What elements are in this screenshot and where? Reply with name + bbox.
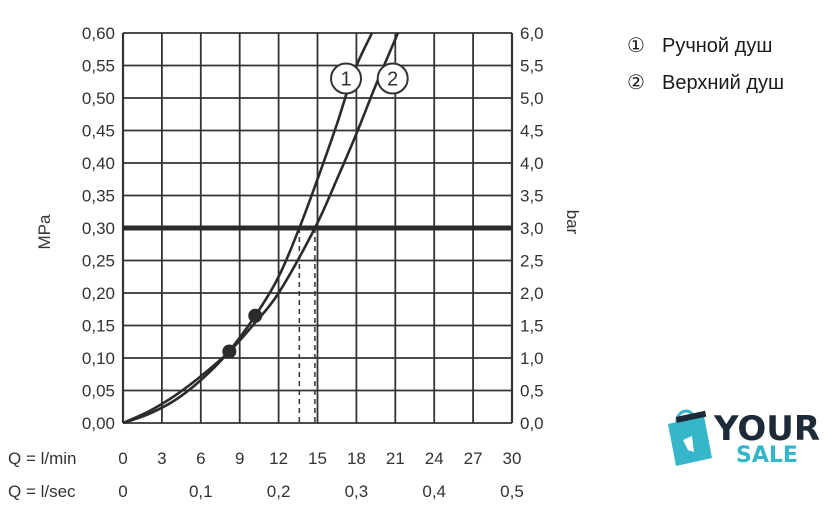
y-tick-label-left: 0,05: [82, 382, 115, 401]
y-tick-label-left: 0,25: [82, 252, 115, 271]
x-axis-label-lmin: Q = l/min: [8, 449, 77, 468]
legend-item-2-symbol: ②: [627, 72, 645, 94]
y-axis-label-left: MPa: [35, 214, 54, 250]
y-tick-label-left: 0,20: [82, 284, 115, 303]
y-tick-label-right: 6,0: [520, 24, 544, 43]
x-tick-label-lsec: 0,4: [422, 482, 446, 501]
data-point-series-2: [222, 344, 237, 359]
x-tick-label-lmin: 21: [386, 449, 405, 468]
curve-marker-circle-2: [376, 62, 409, 95]
y-tick-label-right: 3,5: [520, 187, 544, 206]
watermark-word-sale: SALE: [736, 443, 798, 468]
x-tick-label-lmin: 3: [157, 449, 166, 468]
y-tick-label-left: 0,15: [82, 317, 115, 336]
x-tick-label-lmin: 15: [308, 449, 327, 468]
shopping-bag-icon: [668, 409, 712, 466]
series-line-1: [122, 32, 374, 425]
x-axis-label-lsec: Q = l/sec: [8, 482, 76, 501]
y-tick-label-left: 0,40: [82, 154, 115, 173]
y-tick-label-left: 0,35: [82, 187, 115, 206]
x-tick-label-lmin: 18: [347, 449, 366, 468]
x-tick-label-lmin: 30: [503, 449, 522, 468]
x-tick-label-lsec: 0,2: [267, 482, 291, 501]
y-tick-label-left: 0,30: [82, 219, 115, 238]
x-tick-label-lmin: 9: [235, 449, 244, 468]
x-tick-label-lmin: 27: [464, 449, 483, 468]
x-tick-label-lmin: 12: [269, 449, 288, 468]
x-tick-label-lmin: 24: [425, 449, 444, 468]
grid: [121, 32, 514, 424]
y-tick-label-right: 0,0: [520, 414, 544, 433]
tick-labels: 0,00 0,00,05 0,50,10 1,00,15 1,50,20 2,00,25 2…: [82, 24, 544, 501]
legend: ① Ручной душ ② Верхний душ: [627, 35, 784, 94]
y-tick-label-left: 0,50: [82, 89, 115, 108]
series-line-2: [122, 32, 400, 425]
y-tick-label-right: 4,5: [520, 122, 544, 141]
y-tick-label-right: 2,5: [520, 252, 544, 271]
y-tick-label-left: 0,10: [82, 349, 115, 368]
curve-marker-circle-1: [330, 62, 363, 95]
x-tick-label-lsec: 0,1: [189, 482, 213, 501]
y-tick-label-right: 1,5: [520, 317, 544, 336]
data-point-series-1: [248, 308, 263, 323]
y-tick-label-right: 5,0: [520, 89, 544, 108]
y-tick-label-left: 0,00: [82, 414, 115, 433]
y-tick-label-left: 0,45: [82, 122, 115, 141]
legend-item-2-text: Верхний душ: [662, 72, 784, 94]
y-tick-label-right: 1,0: [520, 349, 544, 368]
curve-marker-label-1: 1: [340, 69, 351, 91]
watermark-logo: YOUR SALE: [668, 409, 820, 468]
x-tick-label-lmin: 0: [118, 449, 127, 468]
watermark-word-your: YOUR: [713, 409, 820, 449]
y-tick-label-right: 4,0: [520, 154, 544, 173]
y-tick-label-right: 5,5: [520, 57, 544, 76]
y-axis-label-right: bar: [563, 210, 582, 235]
y-tick-label-left: 0,60: [82, 24, 115, 43]
curve-marker-label-2: 2: [387, 69, 398, 91]
y-tick-label-left: 0,55: [82, 57, 115, 76]
legend-item-1-symbol: ①: [627, 35, 645, 57]
x-tick-label-lsec: 0: [118, 482, 127, 501]
x-tick-label-lmin: 6: [196, 449, 205, 468]
y-tick-label-right: 3,0: [520, 219, 544, 238]
x-tick-label-lsec: 0,5: [500, 482, 524, 501]
legend-item-1-text: Ручной душ: [662, 35, 772, 57]
y-tick-label-right: 2,0: [520, 284, 544, 303]
y-tick-label-right: 0,5: [520, 382, 544, 401]
x-tick-label-lsec: 0,3: [345, 482, 369, 501]
